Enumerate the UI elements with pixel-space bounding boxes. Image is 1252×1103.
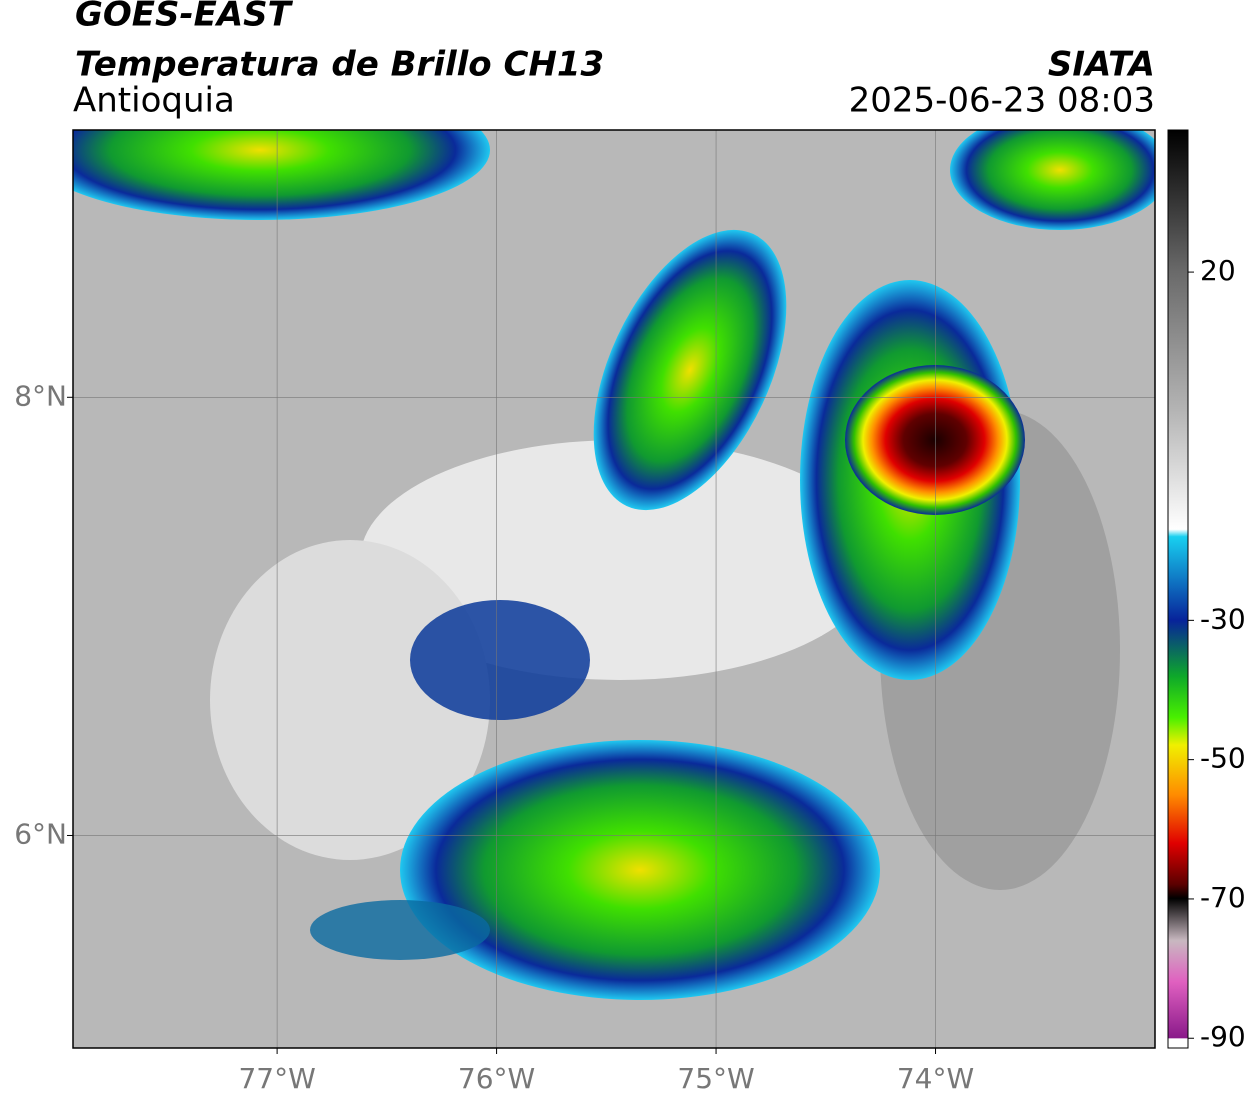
y-tick-label: 6°N bbox=[14, 817, 67, 850]
colorbar-tick-label: -90 bbox=[1200, 1020, 1246, 1053]
source: SIATA bbox=[1048, 45, 1155, 85]
map-frame bbox=[72, 129, 1156, 1049]
x-tick-label: 77°W bbox=[238, 1062, 315, 1095]
x-tick-label: 76°W bbox=[458, 1062, 535, 1095]
imagery bbox=[73, 130, 1155, 1048]
x-tick-label: 74°W bbox=[897, 1062, 974, 1095]
y-tick-label: 8°N bbox=[14, 379, 67, 412]
colorbar-tick-label: -50 bbox=[1200, 742, 1246, 775]
colorbar-tick-label: 20 bbox=[1200, 254, 1236, 287]
colorbar bbox=[1167, 129, 1189, 1049]
colorbar-tick-label: -30 bbox=[1200, 602, 1246, 635]
subtitle: Temperatura de Brillo CH13 bbox=[75, 45, 604, 85]
datetime: 2025-06-23 08:03 bbox=[849, 81, 1155, 121]
colorbar-tick-label: -70 bbox=[1200, 881, 1246, 914]
region: Antioquia bbox=[73, 81, 235, 121]
x-tick-label: 75°W bbox=[677, 1062, 754, 1095]
title: GOES-EAST bbox=[75, 0, 294, 35]
